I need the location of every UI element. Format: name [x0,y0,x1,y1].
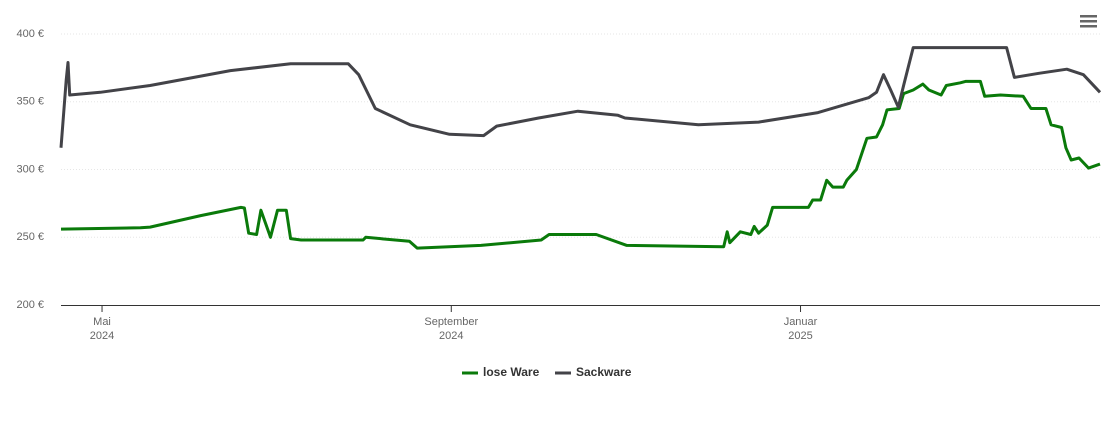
x-tick-label: September 2024 [424,316,479,342]
legend-item[interactable]: lose Ware [462,365,540,379]
legend-item[interactable]: Sackware [555,365,632,379]
series-line [59,46,1102,148]
legend-label: Sackware [576,365,632,379]
y-tick-label: 200 € [16,299,44,311]
x-tick-label: Mai 2024 [89,316,115,342]
x-tick-label: Januar 2025 [783,316,818,342]
y-tick-label: 350 € [16,96,44,108]
y-tick-label: 300 € [16,163,44,175]
y-tick-label: 400 € [16,28,44,40]
legend-label: lose Ware [483,365,540,379]
series-line [60,79,1101,250]
menu-icon[interactable] [1080,15,1097,28]
y-tick-label: 250 € [16,231,44,243]
